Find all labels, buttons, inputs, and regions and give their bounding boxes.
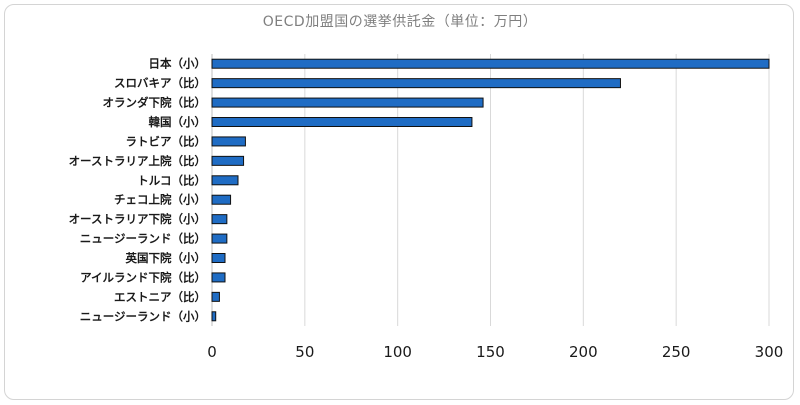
category-labels: 日本（小） スロバキア（比） オランダ下院（比） 韓国（小） ラトビア（比） オーストラリ… xyxy=(69,57,206,324)
category-label: 日本（小） xyxy=(149,57,207,71)
category-label: 韓国（小） xyxy=(149,115,207,129)
category-label: ラトビア（比） xyxy=(126,134,207,148)
bar xyxy=(211,272,226,283)
x-tick-label: 50 xyxy=(295,343,314,361)
bar xyxy=(211,291,220,302)
bar xyxy=(211,78,621,89)
bar xyxy=(211,155,245,166)
x-tick-label: 250 xyxy=(662,343,691,361)
x-tick-label: 0 xyxy=(207,343,217,361)
x-tick-labels: 0 50 100 150 200 250 300 xyxy=(207,343,783,361)
category-label: ニュージーランド（比） xyxy=(80,232,206,246)
category-label: オランダ下院（比） xyxy=(103,96,207,110)
x-tick-label: 150 xyxy=(476,343,505,361)
category-label: スロバキア（比） xyxy=(114,76,206,90)
chart-title: OECD加盟国の選挙供託金（単位：万円） xyxy=(262,14,538,30)
x-tick-label: 200 xyxy=(569,343,598,361)
bar xyxy=(211,97,484,108)
bar xyxy=(211,117,473,127)
chart-frame xyxy=(4,4,794,400)
bar xyxy=(211,175,239,186)
category-label: オーストラリア上院（比） xyxy=(69,154,206,168)
category-label: ニュージーランド（小） xyxy=(80,309,206,323)
category-label: 英国下院（小） xyxy=(125,251,207,265)
bar xyxy=(211,253,226,263)
gridlines xyxy=(211,54,770,326)
x-tick-label: 300 xyxy=(755,343,784,361)
bar xyxy=(211,194,232,205)
category-label: エストニア（比） xyxy=(114,290,206,304)
category-label: オーストラリア下院（小） xyxy=(69,212,206,226)
bar xyxy=(211,311,217,322)
bar xyxy=(211,233,228,244)
category-label: トルコ（比） xyxy=(137,173,206,187)
category-label: アイルランド下院（比） xyxy=(80,270,206,284)
category-label: チェコ上院（小） xyxy=(114,193,206,207)
bar xyxy=(211,58,770,69)
x-tick-label: 100 xyxy=(383,343,412,361)
bar xyxy=(211,136,246,147)
bar xyxy=(211,214,228,225)
bars xyxy=(211,58,770,322)
